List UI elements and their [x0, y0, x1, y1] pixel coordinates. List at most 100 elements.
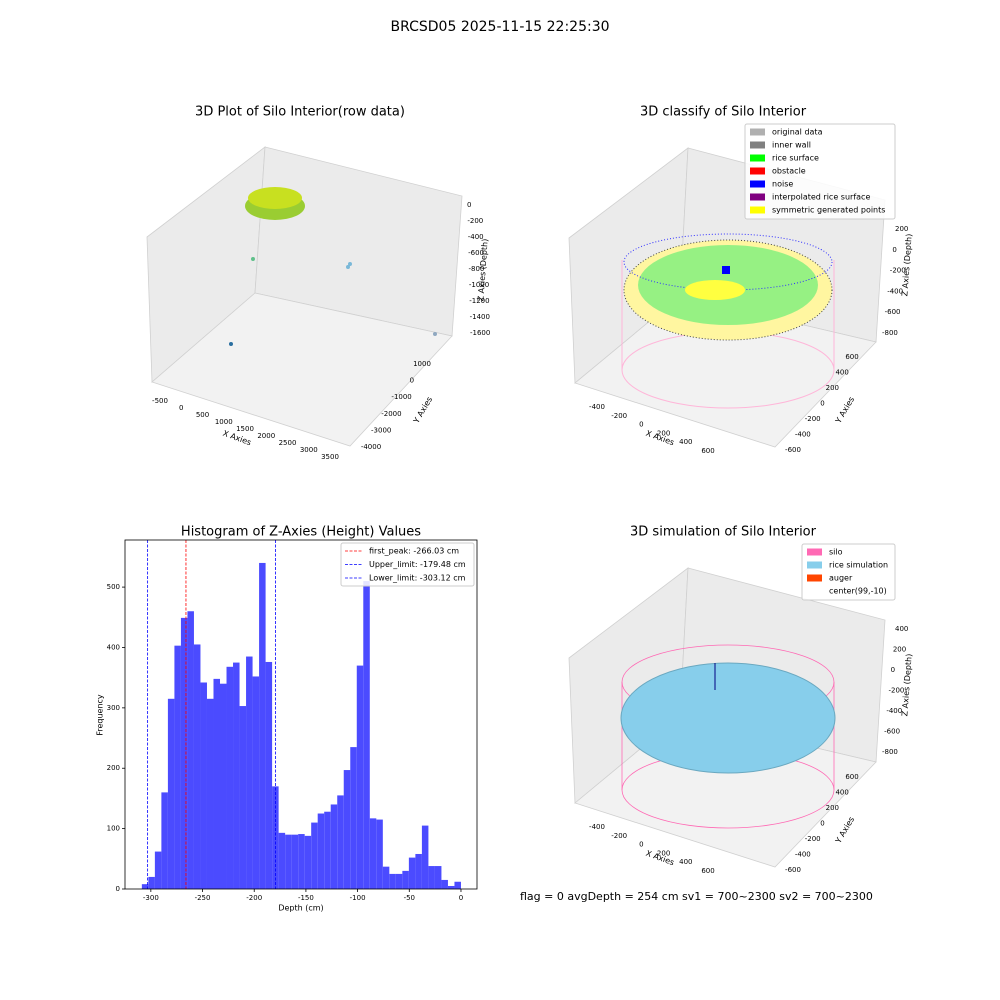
legend-label: silo — [829, 548, 843, 557]
raw-points — [229, 187, 437, 346]
z-tick-label: -200 — [889, 687, 905, 695]
bar — [148, 876, 155, 889]
bar — [291, 834, 299, 889]
legend-swatch — [807, 561, 822, 569]
x-tick-label: -200 — [611, 412, 627, 420]
bar — [167, 698, 175, 889]
bar — [187, 611, 194, 889]
legend-label: symmetric generated points — [772, 206, 885, 215]
x-tick-label: -300 — [143, 894, 159, 902]
x-tick-label: -200 — [246, 894, 262, 902]
bar — [304, 835, 312, 889]
legend-swatch — [807, 587, 822, 595]
bar — [259, 562, 266, 889]
y-tick-label: -2000 — [381, 410, 401, 418]
x-tick-label: -200 — [611, 832, 627, 840]
y-tick-label: 400 — [107, 643, 120, 651]
legend-swatch — [750, 141, 765, 149]
legend-label: Upper_limit: -179.48 cm — [369, 560, 466, 569]
x-tick-label: -400 — [589, 823, 605, 831]
bar — [278, 832, 286, 889]
bar — [382, 866, 390, 889]
legend-swatch — [750, 167, 765, 175]
bar — [454, 881, 461, 889]
y-tick-label: 400 — [835, 789, 848, 797]
legend-label: center(99,-10) — [829, 587, 887, 596]
x-axis-label: Depth (cm) — [278, 904, 323, 913]
bar — [285, 834, 292, 889]
plot-frame — [124, 539, 478, 890]
figure-title: BRCSD05 2025-11-15 22:25:30 — [390, 19, 609, 35]
y-tick-label: 500 — [107, 583, 120, 591]
y-tick-label: -4000 — [361, 443, 381, 451]
bar — [363, 581, 370, 889]
bar — [343, 770, 351, 889]
simulation-surface — [620, 644, 836, 829]
z-tick-label: -1600 — [470, 329, 490, 337]
y-tick-label: 0 — [410, 377, 414, 385]
z-tick-label: 200 — [893, 646, 906, 654]
bar — [395, 873, 403, 889]
y-tick-label: -400 — [795, 431, 811, 439]
y-tick-label: 200 — [826, 384, 839, 392]
z-axis-label: Z Axies (Depth) — [476, 238, 489, 301]
bar — [356, 665, 364, 889]
x-tick-label: -500 — [152, 397, 168, 405]
z-tick-label: 0 — [467, 201, 471, 209]
z-tick-label: 0 — [891, 666, 895, 674]
bar — [239, 706, 247, 889]
chart-title: Histogram of Z-Axies (Height) Values — [181, 525, 421, 540]
legend-swatch — [750, 154, 765, 162]
legend-label: inner wall — [772, 141, 811, 150]
y-tick-label: -600 — [785, 866, 801, 874]
bar — [311, 822, 318, 889]
z-tick-label: -400 — [887, 287, 903, 295]
z-tick-label: -400 — [886, 707, 902, 715]
bar — [161, 792, 168, 889]
bar — [226, 666, 234, 889]
y-tick-label: 600 — [845, 353, 858, 361]
bar — [246, 656, 253, 889]
bar — [206, 698, 214, 889]
z-axis-label: Z Axies (Depth) — [900, 653, 913, 716]
legend-label: obstacle — [772, 167, 806, 176]
legend-label: Lower_limit: -303.12 cm — [369, 574, 466, 583]
y-tick-label: 300 — [107, 704, 120, 712]
legend-label: rice simulation — [829, 561, 888, 570]
bar — [233, 662, 240, 889]
y-tick-label: 100 — [107, 825, 120, 833]
legend-swatch — [750, 180, 765, 188]
x-tick-label: 0 — [459, 894, 463, 902]
y-tick-label: 400 — [835, 369, 848, 377]
z-tick-label: -200 — [890, 267, 906, 275]
z-tick-label: -600 — [468, 249, 484, 257]
x-tick-label: 600 — [701, 867, 714, 875]
z-tick-label: -600 — [885, 308, 901, 316]
z-tick-label: 0 — [892, 246, 896, 254]
bar — [428, 866, 435, 889]
bar — [330, 804, 338, 889]
x-tick-label: -250 — [195, 894, 211, 902]
y-tick-label: 200 — [107, 764, 120, 772]
legend-swatch — [750, 206, 765, 214]
legend-label: original data — [772, 128, 823, 137]
y-tick-label: -600 — [785, 446, 801, 454]
x-tick-label: 400 — [679, 858, 692, 866]
bar — [376, 819, 383, 889]
bar — [298, 834, 305, 889]
y-tick-label: 200 — [826, 804, 839, 812]
x-tick-label: 600 — [701, 447, 714, 455]
classified-points — [621, 233, 835, 409]
pane — [574, 295, 877, 448]
bar — [200, 682, 207, 889]
bar — [389, 873, 396, 889]
legend-swatch — [750, 128, 765, 136]
legend-label: rice surface — [772, 154, 819, 163]
pane — [151, 292, 453, 447]
x-tick-label: 200 — [657, 849, 670, 857]
y-tick-label: -200 — [805, 415, 821, 423]
bar — [415, 853, 422, 889]
x-tick-label: 1500 — [236, 425, 254, 433]
legend-label: first_peak: -266.03 cm — [369, 547, 459, 556]
